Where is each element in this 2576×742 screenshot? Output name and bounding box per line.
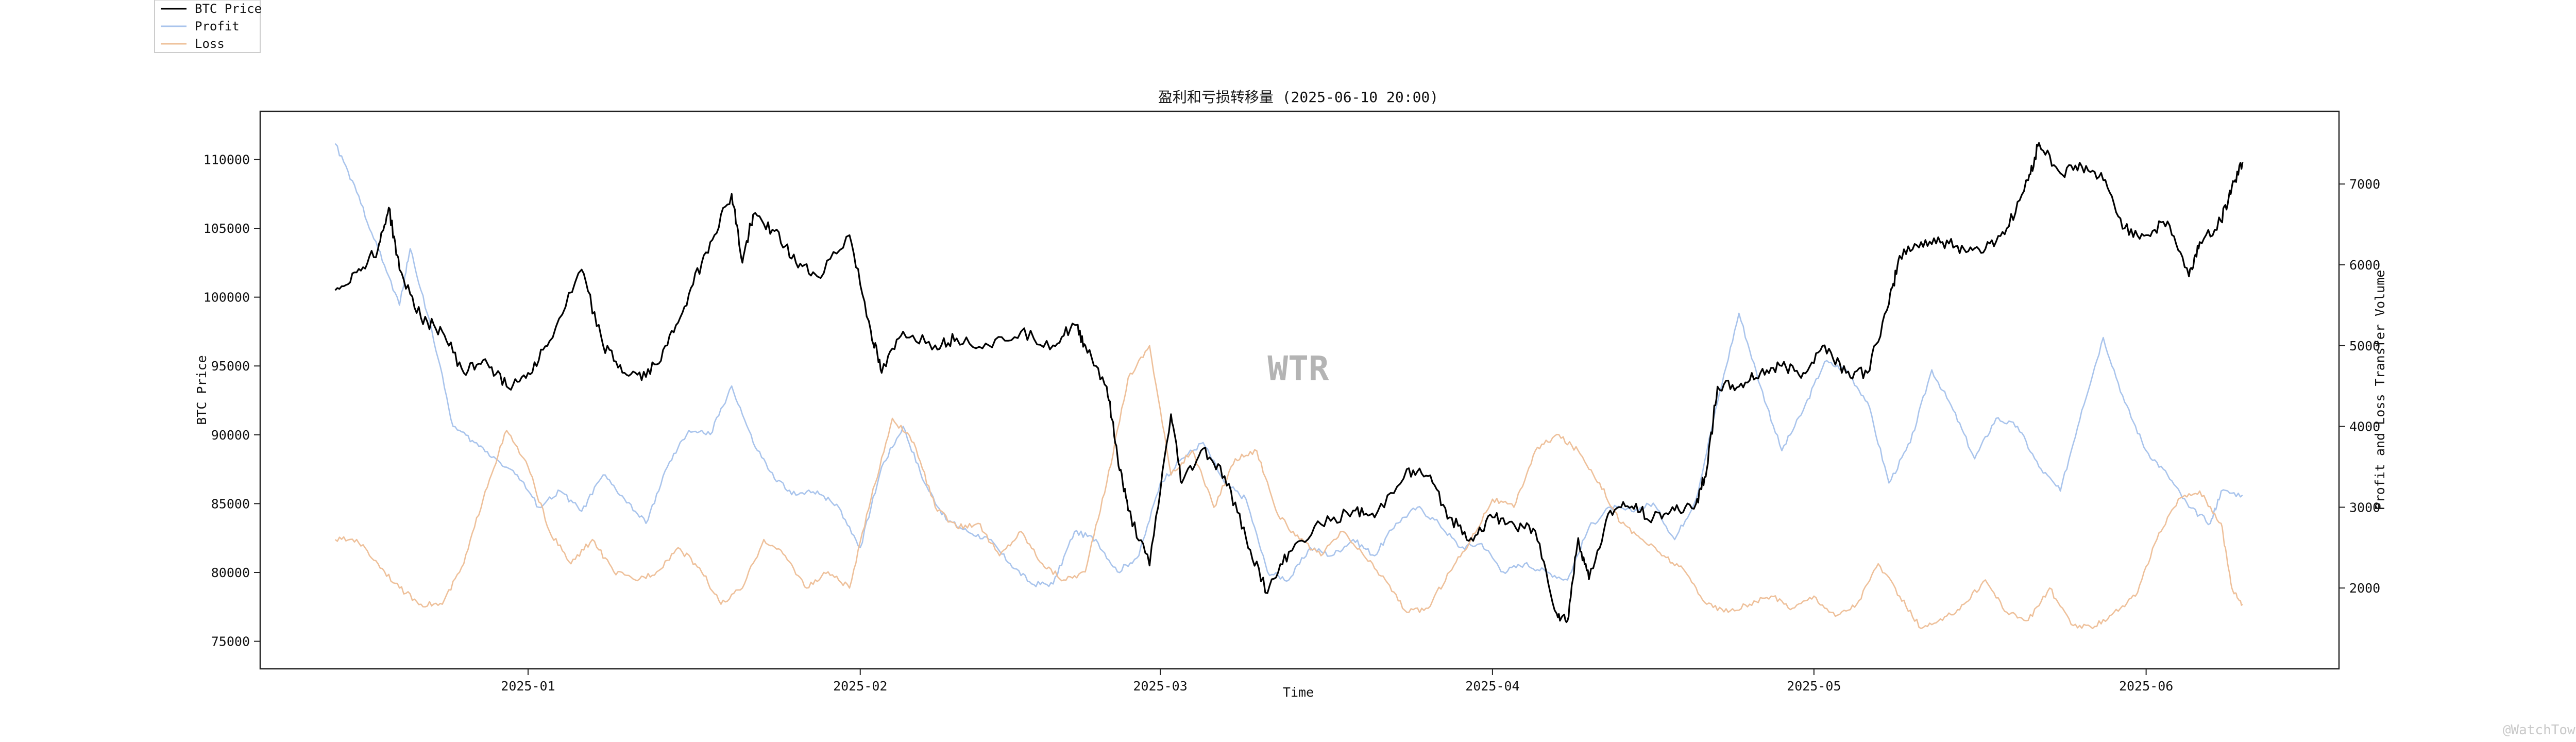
left-tick-label: 100000	[204, 290, 250, 305]
right-tick-label: 7000	[2349, 177, 2380, 192]
right-axis: 2000 3000 4000 5000 6000 7000	[2339, 177, 2380, 596]
left-axis: 75000 80000 85000 90000 95000 100000 105000 110…	[204, 153, 260, 649]
chart-title: 盈利和亏损转移量 (2025-06-10 20:00)	[1158, 89, 1438, 106]
right-tick-label: 3000	[2349, 500, 2380, 515]
right-tick-label: 2000	[2349, 581, 2380, 596]
right-tick-label: 4000	[2349, 419, 2380, 434]
credit-watermark: @WatchTower	[2503, 722, 2576, 738]
legend-label-loss: Loss	[195, 37, 225, 51]
left-tick-label: 110000	[204, 153, 250, 167]
x-axis-label: Time	[1283, 685, 1314, 700]
left-tick-label: 105000	[204, 221, 250, 236]
legend-label-btc-price: BTC Price	[195, 2, 262, 16]
right-tick-label: 6000	[2349, 258, 2380, 273]
series-line-loss	[334, 345, 2243, 629]
x-tick-label: 2025-05	[1787, 679, 1841, 694]
left-tick-label: 85000	[211, 496, 250, 511]
x-tick-label: 2025-04	[1465, 679, 1519, 694]
x-tick-label: 2025-02	[833, 679, 887, 694]
left-tick-label: 95000	[211, 359, 250, 374]
x-tick-label: 2025-06	[2119, 679, 2173, 694]
series-line-btc-price	[334, 142, 2244, 623]
series-line-profit	[334, 143, 2243, 587]
left-tick-label: 80000	[211, 565, 250, 580]
left-tick-label: 75000	[211, 634, 250, 649]
left-tick-label: 90000	[211, 428, 250, 443]
x-tick-label: 2025-01	[501, 679, 555, 694]
right-tick-label: 5000	[2349, 339, 2380, 353]
x-axis: 2025-01 2025-02 2025-03 2025-04 2025-05 2025-…	[501, 669, 2173, 694]
legend: BTC Price Profit Loss	[154, 0, 262, 53]
x-tick-label: 2025-03	[1133, 679, 1187, 694]
legend-label-profit: Profit	[195, 19, 240, 33]
series-layer	[334, 142, 2244, 629]
plot-frame	[259, 110, 2340, 670]
watermark: WTR	[1267, 349, 1329, 389]
left-axis-label: BTC Price	[194, 355, 209, 425]
right-axis-label: Profit and Loss Transfer Volume	[2372, 270, 2387, 511]
